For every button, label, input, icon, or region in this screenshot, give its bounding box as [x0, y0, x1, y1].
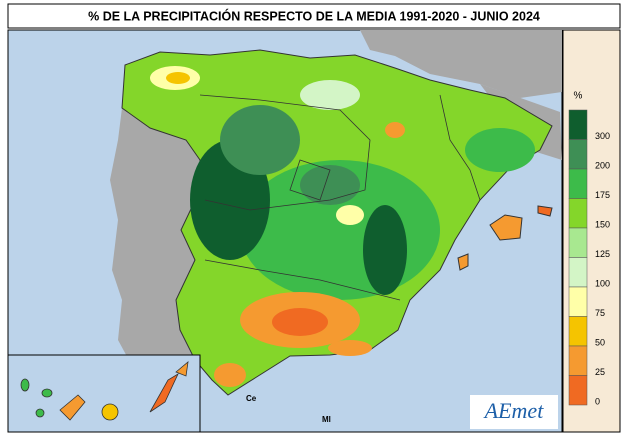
place-label: Ce	[246, 394, 257, 403]
area-duero	[220, 105, 300, 175]
area-asturias-core	[166, 72, 190, 84]
legend-tick-label: 300	[595, 131, 610, 141]
area-cat	[465, 128, 535, 172]
area-north	[300, 80, 360, 110]
area-andalusia-core	[272, 308, 328, 336]
legend-swatch	[569, 376, 587, 406]
legend-swatch	[569, 110, 587, 140]
legend-tick-label: 125	[595, 249, 610, 259]
legend-swatch	[569, 317, 587, 347]
legend-swatch	[569, 258, 587, 288]
canarias-inset	[8, 355, 200, 432]
area-south-coast	[328, 340, 372, 356]
legend-tick-label: 200	[595, 160, 610, 170]
area-cadiz	[214, 363, 246, 387]
legend-swatch	[569, 228, 587, 258]
map-figure: % DE LA PRECIPITACIÓN RESPECTO DE LA MED…	[0, 0, 621, 434]
legend-unit: %	[574, 91, 583, 102]
area-spot	[336, 205, 364, 225]
legend-swatch	[569, 169, 587, 199]
area-ebro	[385, 122, 405, 138]
area-east	[363, 205, 407, 295]
legend-swatch	[569, 199, 587, 229]
island	[102, 404, 118, 420]
legend-tick-label: 75	[595, 308, 605, 318]
legend-swatch	[569, 346, 587, 376]
title: % DE LA PRECIPITACIÓN RESPECTO DE LA MED…	[88, 8, 540, 23]
legend-tick-label: 0	[595, 396, 600, 406]
legend-tick-label: 175	[595, 190, 610, 200]
map-page: % DE LA PRECIPITACIÓN RESPECTO DE LA MED…	[0, 0, 621, 434]
island	[36, 409, 44, 417]
legend-tick-label: 50	[595, 337, 605, 347]
legend-swatch	[569, 287, 587, 317]
legend-swatch	[569, 140, 587, 170]
logo: AEmet	[483, 398, 545, 423]
island	[42, 389, 52, 397]
place-label: Ml	[322, 415, 331, 424]
legend-tick-label: 150	[595, 219, 610, 229]
legend-tick-label: 25	[595, 367, 605, 377]
legend-tick-label: 100	[595, 278, 610, 288]
island	[21, 379, 29, 391]
